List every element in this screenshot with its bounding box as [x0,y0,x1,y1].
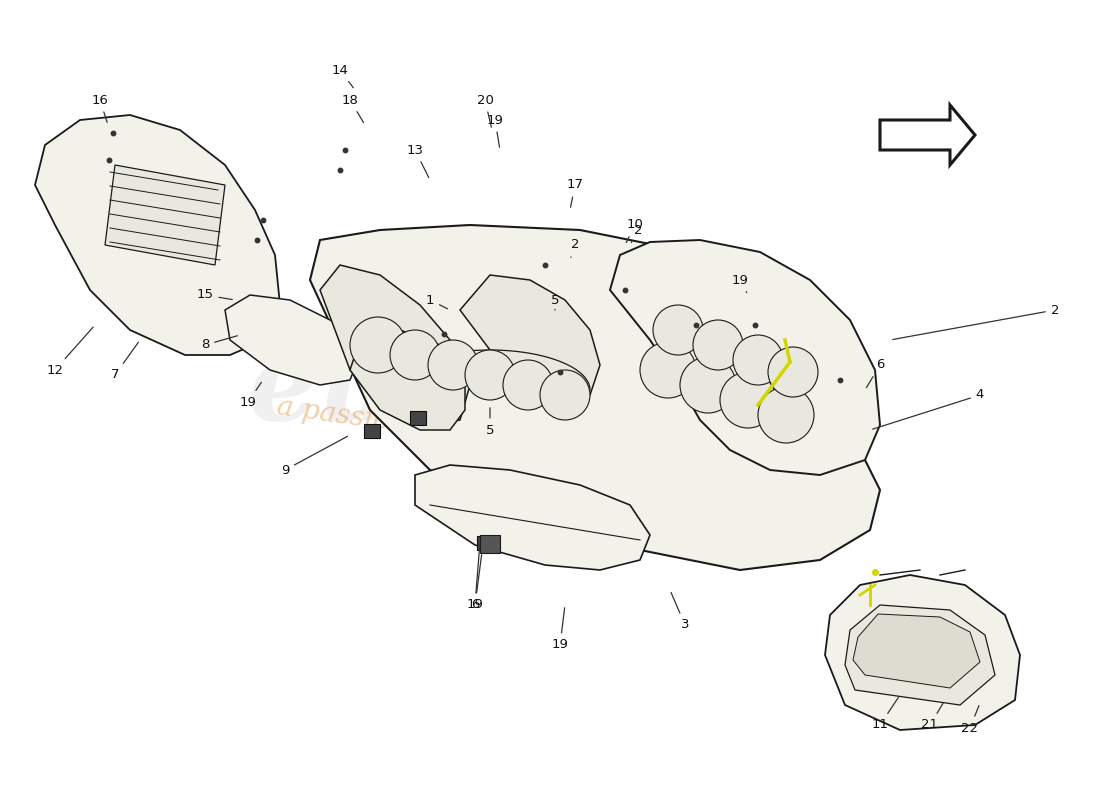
Text: 2: 2 [571,238,580,258]
Polygon shape [320,265,470,425]
Text: 5: 5 [551,294,559,310]
Bar [477,536,493,550]
Text: 14: 14 [331,63,353,88]
Text: 3: 3 [671,593,690,631]
Text: 19: 19 [240,382,262,409]
Text: 5: 5 [486,408,494,437]
Circle shape [758,387,814,443]
Text: 16: 16 [91,94,109,122]
Polygon shape [610,240,880,475]
Polygon shape [845,605,996,705]
Text: 2: 2 [893,303,1059,339]
Circle shape [350,317,406,373]
Polygon shape [226,295,360,385]
Text: 10: 10 [626,218,644,242]
Polygon shape [825,575,1020,730]
Circle shape [465,350,515,400]
Circle shape [540,370,590,420]
Circle shape [428,340,478,390]
Polygon shape [310,225,880,570]
Bar [480,535,501,553]
Text: 12: 12 [46,327,94,377]
Text: 4: 4 [872,389,984,429]
Polygon shape [415,465,650,570]
Text: 20: 20 [476,94,494,127]
Text: a passion for cars since 1983: a passion for cars since 1983 [275,393,685,477]
Text: 8: 8 [201,336,238,351]
Bar [364,424,380,438]
Text: 7: 7 [111,342,139,382]
Text: 1: 1 [426,294,448,309]
Text: 18: 18 [342,94,364,122]
Circle shape [768,347,818,397]
Polygon shape [35,115,280,355]
Circle shape [693,320,742,370]
Circle shape [390,330,440,380]
Text: 6: 6 [867,358,884,388]
Circle shape [640,342,696,398]
Text: 19: 19 [466,545,483,611]
Circle shape [653,305,703,355]
Text: 6: 6 [471,554,482,611]
Polygon shape [880,105,975,165]
Polygon shape [104,165,226,265]
Polygon shape [350,330,465,430]
Circle shape [503,360,553,410]
Text: 17: 17 [566,178,583,207]
Polygon shape [460,275,600,405]
Text: 19: 19 [551,608,569,651]
Text: 19: 19 [732,274,748,293]
Text: eurocars: eurocars [248,336,792,444]
Text: 22: 22 [961,706,979,734]
Bar [410,411,426,425]
Polygon shape [852,614,980,688]
Text: 11: 11 [871,698,899,731]
Text: 21: 21 [922,702,944,731]
Circle shape [680,357,736,413]
Circle shape [733,335,783,385]
Text: 19: 19 [486,114,504,147]
Text: 9: 9 [280,436,348,477]
Text: 2: 2 [631,223,642,242]
Circle shape [720,372,775,428]
Text: 15: 15 [197,289,232,302]
Text: 13: 13 [407,143,429,178]
